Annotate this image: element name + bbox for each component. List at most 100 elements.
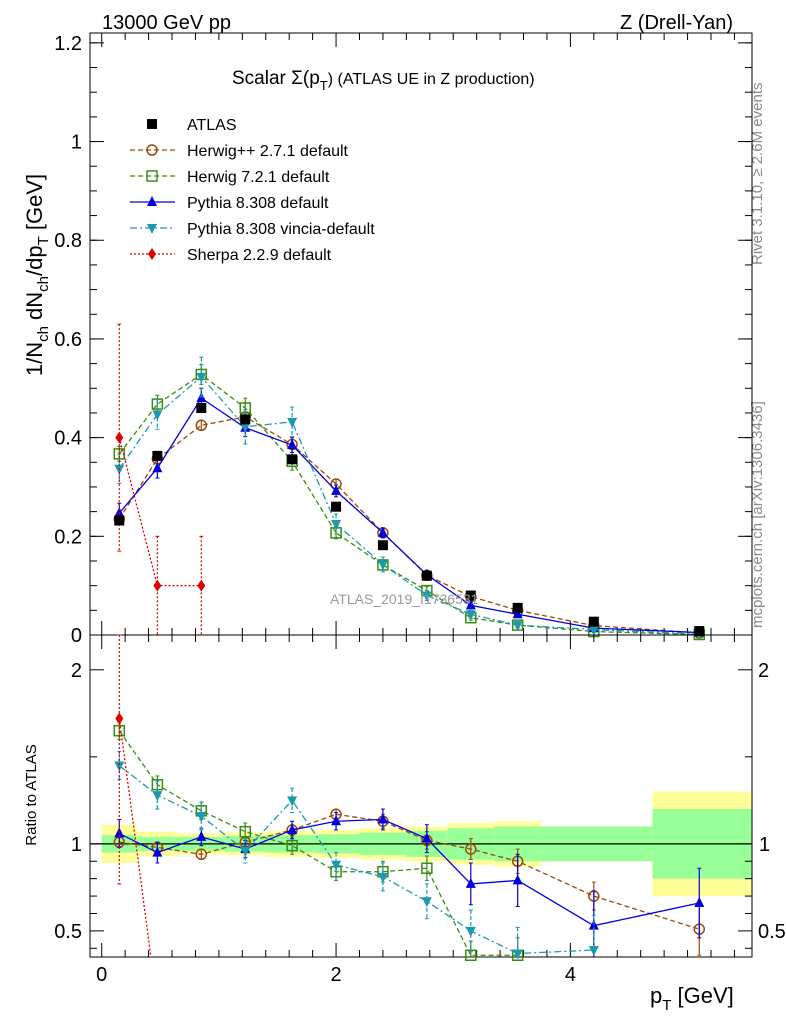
series-line	[118, 416, 700, 634]
legend-entry: Sherpa 2.2.9 default	[130, 247, 332, 264]
legend-marker	[146, 170, 158, 182]
legend-label: ATLAS	[187, 117, 237, 134]
y-tick-label: 1	[71, 834, 82, 856]
ratio-axes: 0.5 1 2 0 2 4 0.5 1 2	[54, 634, 786, 986]
data-point	[152, 450, 163, 461]
legend-marker	[147, 224, 157, 234]
y-tick-label: 0.6	[54, 329, 82, 351]
y-tick-label: 0	[71, 625, 82, 647]
y-tick-label: 0.8	[54, 230, 82, 252]
data-point	[421, 832, 432, 843]
data-point	[421, 897, 432, 908]
data-point	[152, 846, 163, 857]
x-tick-label: 0	[96, 964, 107, 986]
data-point	[331, 501, 342, 512]
plot-frame	[89, 634, 753, 958]
data-point	[331, 484, 342, 495]
legend-marker	[147, 119, 157, 129]
y-tick-label: 1	[71, 132, 82, 154]
data-point	[465, 949, 477, 962]
data-point	[421, 591, 432, 602]
series-sherpa-2-2-9-default	[115, 634, 152, 958]
x-tick-label: 2	[330, 964, 341, 986]
data-point	[465, 610, 476, 621]
legend-entry: ATLAS	[147, 117, 237, 134]
legend-label: Herwig 7.2.1 default	[187, 169, 330, 186]
data-point	[331, 815, 342, 826]
data-point	[114, 761, 125, 772]
chart-title-rest: ) (ATLAS UE in Z production)	[328, 71, 535, 88]
main-axes: 0 0.2 0.4 0.6 0.8 1 1.2	[54, 32, 753, 647]
data-point	[240, 414, 251, 425]
analysis-watermark: ATLAS_2019_I1736531	[330, 591, 479, 607]
data-point	[465, 590, 476, 601]
data-point	[377, 540, 388, 551]
legend-label: Pythia 8.308 vincia-default	[187, 221, 375, 238]
series-sherpa-2-2-9-default	[115, 323, 206, 635]
y-tick-label: 0.2	[54, 526, 82, 548]
header-left: 13000 GeV pp	[102, 12, 231, 34]
data-point	[239, 825, 251, 838]
data-point	[196, 830, 207, 841]
x-tick-label: 4	[565, 964, 576, 986]
data-point	[287, 823, 298, 834]
legend-entry: Herwig++ 2.7.1 default	[130, 143, 349, 160]
legend-marker	[147, 196, 157, 206]
data-point	[331, 860, 342, 871]
series-line	[118, 718, 152, 958]
data-point	[465, 843, 477, 855]
chart-title: Scalar Σ(pT) (ATLAS UE in Z production)	[232, 68, 535, 93]
data-point	[196, 372, 207, 383]
legend-label: Sherpa 2.2.9 default	[187, 247, 332, 264]
legend-label: Pythia 8.308 default	[187, 195, 329, 212]
x-axis-label: pT [GeV]	[650, 983, 734, 1014]
y-tick-label: 0.4	[54, 428, 82, 450]
data-point	[512, 602, 523, 613]
legend-entry: Pythia 8.308 default	[130, 195, 329, 212]
data-point	[197, 579, 206, 592]
main-series	[113, 323, 706, 641]
main-ylabel: 1/Nch dNch/dpT [GeV]	[22, 174, 52, 376]
data-point	[377, 813, 388, 824]
series-atlas	[114, 403, 705, 637]
y-tick-label-right: 0.5	[758, 921, 786, 943]
legend-entry: Herwig 7.2.1 default	[130, 169, 330, 186]
data-point	[195, 848, 208, 861]
data-point	[694, 626, 705, 637]
data-point	[377, 560, 388, 571]
legend-marker	[146, 144, 158, 156]
series-line	[118, 397, 700, 634]
data-point	[152, 462, 163, 473]
data-point	[115, 712, 124, 725]
series-pythia-8-308-default	[114, 808, 705, 957]
data-point	[195, 419, 208, 432]
data-point	[588, 616, 599, 627]
data-point	[512, 874, 523, 885]
data-point	[421, 570, 432, 581]
side-text-rivet: Rivet 3.1.10, ≥ 2.6M events	[749, 83, 766, 266]
y-tick-label-right: 2	[758, 660, 769, 682]
data-point	[465, 877, 476, 888]
data-point	[114, 515, 125, 526]
series-line	[118, 765, 594, 955]
series-line	[119, 818, 700, 927]
data-point	[465, 926, 476, 937]
data-point	[465, 599, 476, 610]
ratio-ylabel: Ratio to ATLAS	[23, 744, 40, 845]
chart-title-main: Scalar Σ(p	[232, 68, 320, 89]
data-point	[287, 417, 298, 428]
data-point	[240, 422, 251, 433]
y-tick-label-right: 1	[759, 834, 770, 856]
series-line	[118, 730, 518, 956]
y-tick-label: 0.5	[54, 921, 82, 943]
chart-title-sub: T	[320, 78, 328, 93]
data-point	[287, 439, 298, 450]
legend: ATLAS Herwig++ 2.7.1 default Herwig 7.2.1 …	[130, 117, 375, 264]
data-point	[153, 579, 162, 592]
data-point	[588, 625, 599, 636]
data-point	[377, 872, 388, 883]
data-point	[240, 846, 251, 857]
data-point	[512, 608, 523, 619]
data-point	[152, 791, 163, 802]
